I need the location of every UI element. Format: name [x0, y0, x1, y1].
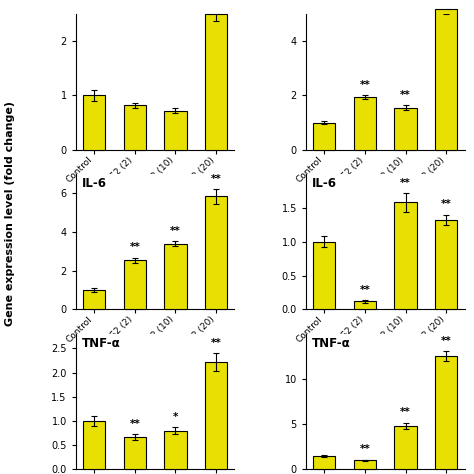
Bar: [124, 437, 146, 469]
Text: **: **: [170, 226, 181, 236]
Text: TNF-α: TNF-α: [312, 337, 351, 349]
Text: **: **: [211, 173, 221, 183]
Bar: [394, 202, 417, 310]
Bar: [164, 244, 187, 310]
Text: **: **: [400, 407, 411, 417]
Text: **: **: [359, 444, 370, 454]
Bar: [354, 97, 376, 150]
Bar: [394, 426, 417, 469]
Text: **: **: [441, 336, 452, 346]
Text: **: **: [441, 199, 452, 209]
Bar: [354, 460, 376, 469]
Text: **: **: [400, 90, 411, 100]
Bar: [83, 95, 105, 150]
Bar: [164, 110, 187, 150]
Bar: [124, 260, 146, 310]
Text: **: **: [129, 242, 140, 252]
Text: TNF-α: TNF-α: [82, 337, 121, 349]
Bar: [205, 196, 227, 310]
Bar: [435, 220, 457, 310]
Text: *: *: [173, 412, 178, 422]
Bar: [164, 430, 187, 469]
Text: Gene expression level (fold change): Gene expression level (fold change): [5, 101, 16, 326]
Bar: [313, 456, 336, 469]
Text: **: **: [129, 419, 140, 428]
Bar: [205, 362, 227, 469]
Bar: [83, 290, 105, 310]
Text: **: **: [211, 338, 221, 348]
Text: **: **: [359, 80, 370, 90]
Bar: [394, 108, 417, 150]
Text: **: **: [400, 178, 411, 188]
Bar: [83, 421, 105, 469]
Text: **: **: [359, 284, 370, 294]
Bar: [435, 9, 457, 150]
Bar: [313, 123, 336, 150]
Bar: [313, 242, 336, 310]
Text: IL-6: IL-6: [82, 177, 107, 190]
Bar: [124, 105, 146, 150]
Bar: [435, 356, 457, 469]
Text: IL-6: IL-6: [312, 177, 337, 190]
Bar: [354, 301, 376, 310]
Bar: [205, 14, 227, 150]
